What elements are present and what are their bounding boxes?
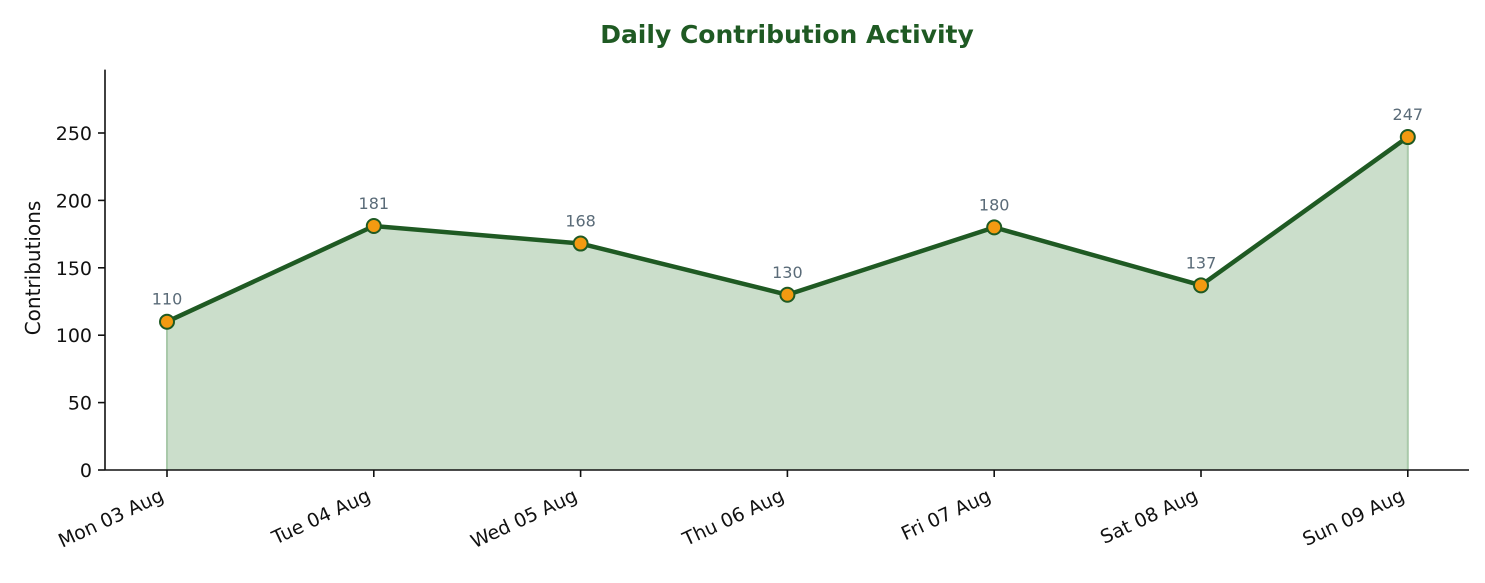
- data-label: 130: [772, 263, 803, 282]
- y-tick-label: 50: [68, 393, 92, 415]
- data-markers: [159, 129, 1416, 330]
- data-label: 110: [152, 290, 183, 309]
- data-point: [159, 313, 175, 330]
- data-point: [1193, 277, 1209, 294]
- y-ticks: 0 50 100 150 200 250: [56, 123, 105, 482]
- area-edges: [166, 137, 1409, 470]
- y-axis-title: Contributions: [21, 201, 45, 336]
- chart-title: Daily Contribution Activity: [600, 20, 974, 49]
- x-axis: Mon 03 Aug Tue 04 Aug Wed 05 Aug Thu 06 Aug…: [55, 469, 1469, 553]
- data-label: 168: [565, 212, 596, 231]
- x-tick-label: Tue 04 Aug: [268, 485, 374, 550]
- x-tick-label: Wed 05 Aug: [467, 485, 580, 553]
- data-point: [365, 218, 382, 235]
- y-tick-label: 250: [56, 123, 92, 145]
- x-tick-label: Thu 06 Aug: [678, 485, 787, 551]
- x-tick-label: Mon 03 Aug: [55, 485, 167, 553]
- data-label: 137: [1186, 253, 1217, 272]
- data-point: [1399, 129, 1416, 146]
- data-label: 181: [359, 194, 390, 213]
- x-tick-label: Sun 09 Aug: [1299, 485, 1408, 551]
- data-point: [986, 219, 1003, 236]
- data-point: [779, 286, 796, 303]
- y-tick-label: 200: [56, 190, 92, 212]
- data-label: 180: [979, 195, 1010, 214]
- x-tick-label: Fri 07 Aug: [898, 485, 994, 546]
- area-fill: [167, 137, 1408, 470]
- x-ticks: Mon 03 Aug Tue 04 Aug Wed 05 Aug Thu 06 Aug…: [55, 470, 1409, 553]
- y-axis: 0 50 100 150 200 250: [56, 69, 106, 482]
- y-tick-label: 150: [56, 258, 92, 280]
- plot-area: 110 181 168 130 180 137 247: [152, 105, 1423, 470]
- data-label: 247: [1393, 105, 1424, 124]
- x-tick-label: Sat 08 Aug: [1097, 485, 1201, 549]
- y-tick-label: 100: [56, 325, 92, 347]
- data-point: [572, 235, 589, 252]
- y-tick-label: 0: [80, 460, 92, 482]
- data-labels: 110 181 168 130 180 137 247: [152, 105, 1423, 309]
